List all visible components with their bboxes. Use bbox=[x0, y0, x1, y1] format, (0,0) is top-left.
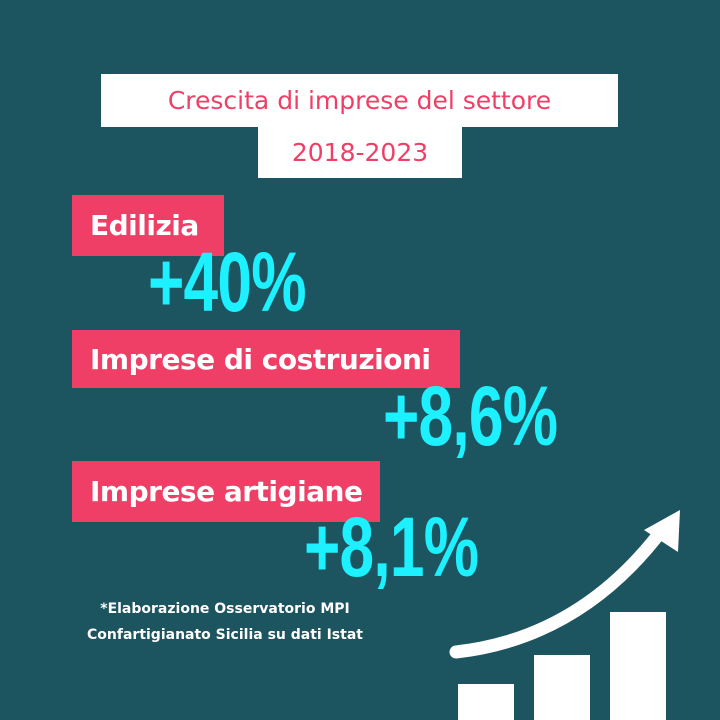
sector-value-imprese-costruzioni: +8,6% bbox=[383, 369, 558, 463]
sector-label-edilizia: Edilizia bbox=[72, 195, 224, 256]
title-line-1: Crescita di imprese del settore bbox=[101, 74, 618, 127]
footnote-line-1: *Elaborazione Osservatorio MPI bbox=[100, 601, 350, 617]
sector-value-imprese-artigiane: +8,1% bbox=[304, 500, 479, 594]
growth-chart-arrow-icon bbox=[449, 510, 680, 720]
title-line-2: 2018-2023 bbox=[258, 127, 462, 178]
sector-label-imprese-artigiane: Imprese artigiane bbox=[72, 461, 380, 522]
source-footnote: *Elaborazione Osservatorio MPI Confartig… bbox=[60, 596, 390, 648]
sector-label-imprese-costruzioni: Imprese di costruzioni bbox=[72, 330, 460, 388]
growth-bar-3 bbox=[610, 612, 666, 720]
footnote-line-2: Confartigianato Sicilia su dati Istat bbox=[87, 627, 363, 643]
growth-bar-1 bbox=[458, 684, 514, 720]
growth-bar-2 bbox=[534, 655, 590, 720]
sector-value-edilizia: +40% bbox=[148, 235, 306, 329]
growth-arrow-shaft bbox=[449, 523, 669, 659]
growth-arrow-head bbox=[644, 510, 680, 552]
